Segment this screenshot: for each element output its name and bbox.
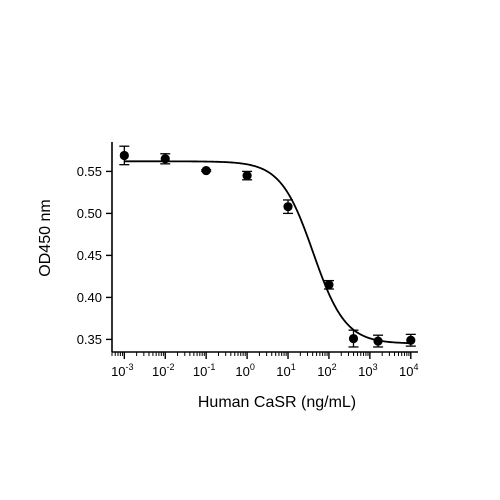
x-tick-base: 10 [317,364,331,379]
y-tick-label: 0.40 [77,290,102,305]
x-tick-exponent: 3 [373,362,378,372]
x-tick-base: 10 [111,364,125,379]
data-point [119,150,129,161]
x-tick-exponent: -2 [166,362,174,372]
data-point [348,333,359,344]
x-tick-base: 10 [276,364,290,379]
x-tick-exponent: 1 [291,362,296,372]
x-tick-label: 103 [358,362,377,379]
data-points-layer [119,145,416,348]
data-point-group [242,170,253,181]
y-tick-label: 0.45 [77,248,102,263]
x-tick-label: 100 [235,362,254,379]
x-tick-label: 10-3 [111,362,133,379]
fit-curve-layer [124,160,411,345]
data-point-group [323,279,334,290]
x-tick-label: 10-2 [152,362,174,379]
data-point-group [283,199,294,215]
data-point [373,336,383,346]
x-axis-title: Human CaSR (ng/mL) [198,394,356,411]
y-axis-title: OD450 nm [37,199,54,276]
data-point-group [348,329,359,348]
y-tick-label: 0.50 [77,206,102,221]
fit-curve [124,160,411,345]
data-point-group [201,165,212,176]
x-tick-exponent: 4 [414,362,419,372]
x-tick-base: 10 [193,364,207,379]
x-tick-base: 10 [399,364,413,379]
x-axis-ticks: 10-3 10-2 10-1 100 101 102 103 104 [111,352,419,379]
data-point-group [160,153,171,165]
x-tick-base: 10 [358,364,372,379]
x-tick-label: 10-1 [193,362,215,379]
x-tick-base: 10 [152,364,166,379]
data-point [242,171,252,181]
data-point [283,202,293,212]
y-tick-label: 0.55 [77,164,102,179]
data-point [201,165,211,176]
y-tick-label: 0.35 [77,332,102,347]
data-point [160,154,170,164]
data-point-group [405,333,416,347]
x-tick-label: 104 [399,362,418,379]
x-tick-exponent: -3 [126,362,134,372]
x-tick-label: 102 [317,362,336,379]
x-tick-exponent: 0 [250,362,255,372]
data-point-group [119,145,130,166]
data-point [324,280,334,290]
x-tick-base: 10 [235,364,249,379]
x-tick-exponent: -1 [207,362,215,372]
data-point-group [373,334,384,348]
data-point [406,335,416,345]
y-axis-ticks: 0.35 0.40 0.45 0.50 0.55 [77,164,112,347]
x-tick-label: 101 [276,362,295,379]
x-tick-exponent: 2 [332,362,337,372]
axes [111,142,418,353]
